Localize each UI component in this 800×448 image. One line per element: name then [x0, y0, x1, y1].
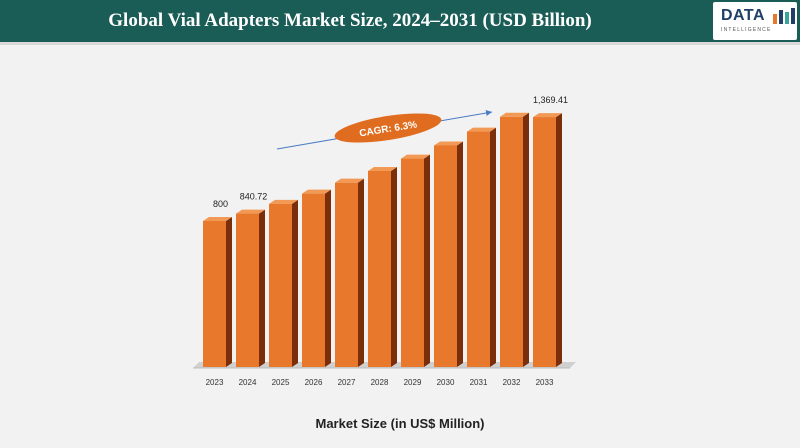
bar-side	[391, 166, 397, 367]
logo-subtext: INTELLIGENCE	[721, 27, 772, 33]
page-title: Global Vial Adapters Market Size, 2024–2…	[108, 10, 592, 31]
bar-top	[269, 199, 298, 204]
header-bar: Global Vial Adapters Market Size, 2024–2…	[0, 0, 800, 42]
bar-front	[467, 131, 490, 367]
bar	[533, 113, 562, 367]
bar-top	[368, 166, 397, 171]
bar	[401, 154, 430, 367]
bar-front	[368, 170, 391, 367]
bar-side	[358, 178, 364, 367]
x-tick-label: 2033	[536, 378, 554, 387]
bar-front	[500, 116, 523, 367]
bar-front	[203, 221, 226, 367]
bar-top	[467, 127, 496, 132]
bar-side	[226, 217, 232, 367]
cagr-badge: CAGR: 6.3%	[334, 113, 442, 143]
bar-side	[292, 199, 298, 367]
bar	[500, 112, 529, 367]
bar-side	[490, 127, 496, 367]
bar	[335, 178, 364, 367]
bar-front	[401, 158, 424, 367]
x-tick-label: 2030	[437, 378, 455, 387]
header-divider	[0, 42, 800, 45]
bar-top	[236, 209, 265, 214]
bar	[368, 166, 397, 367]
bar-side	[457, 141, 463, 367]
x-tick-label: 2032	[503, 378, 521, 387]
bar	[467, 127, 496, 367]
data-label: 800	[213, 199, 228, 209]
logo-text: DATA	[721, 7, 766, 24]
x-tick-label: 2024	[239, 378, 257, 387]
x-tick-label: 2028	[371, 378, 389, 387]
cagr-ellipse	[334, 113, 442, 143]
bar-top	[335, 178, 364, 183]
data-label: 1,369.41	[533, 95, 568, 105]
bar-side	[424, 154, 430, 367]
logo-bars-icon	[773, 8, 795, 24]
bar-side	[259, 209, 265, 367]
bar-top	[401, 154, 430, 159]
x-axis-label: Market Size (in US$ Million)	[315, 416, 485, 431]
bar	[434, 141, 463, 367]
bar-front	[302, 193, 325, 367]
bar-top	[302, 189, 331, 194]
datam-logo: DATA INTELLIGENCE	[713, 2, 797, 40]
bar-front	[236, 213, 259, 367]
bar-front	[533, 117, 556, 367]
x-tick-label: 2023	[206, 378, 224, 387]
bar-front	[269, 203, 292, 367]
bar-front	[335, 182, 358, 367]
bar	[236, 209, 265, 367]
x-tick-label: 2027	[338, 378, 356, 387]
data-label: 840.72	[240, 192, 268, 202]
x-tick-label: 2029	[404, 378, 422, 387]
bar	[203, 217, 232, 367]
bar	[302, 189, 331, 367]
bar-side	[556, 113, 562, 367]
x-tick-label: 2025	[272, 378, 290, 387]
bar-top	[203, 217, 232, 221]
bar-side	[523, 112, 529, 367]
bar-top	[434, 141, 463, 146]
x-tick-label: 2031	[470, 378, 488, 387]
bar-top	[533, 113, 562, 118]
bar-side	[325, 189, 331, 367]
bar-top	[500, 112, 529, 117]
x-tick-label: 2026	[305, 378, 323, 387]
bar	[269, 199, 298, 367]
bar-front	[434, 145, 457, 367]
